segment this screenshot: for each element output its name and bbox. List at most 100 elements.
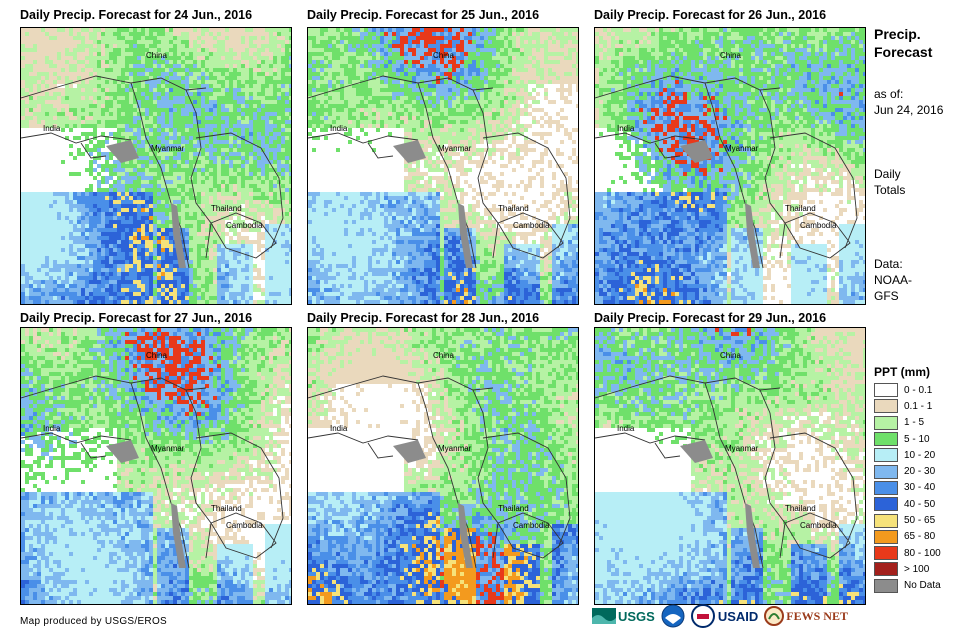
country-label-myanmar: Myanmar <box>725 444 759 453</box>
precip-grid: China India Myanmar Thailand Cambodia <box>308 28 578 304</box>
legend-item: No Data <box>874 578 941 594</box>
forecast-map-1: China India Myanmar Thailand Cambodia <box>20 27 292 305</box>
precip-grid: China India Myanmar Thailand Cambodia <box>595 328 865 604</box>
forecast-map-4: China India Myanmar Thailand Cambodia <box>20 327 292 605</box>
usaid-logo-text: USAID <box>718 609 758 624</box>
forecast-map-3: China India Myanmar Thailand Cambodia <box>594 27 866 305</box>
legend-item: > 100 <box>874 561 941 577</box>
legend-swatch <box>874 497 898 512</box>
legend-label: 0.1 - 1 <box>904 401 932 412</box>
forecast-map-5: China India Myanmar Thailand Cambodia <box>307 327 579 605</box>
side-title-line1: Precip. <box>874 25 932 43</box>
data-source-line3: GFS <box>874 288 912 304</box>
country-label-cambodia: Cambodia <box>800 521 837 530</box>
map-credit: Map produced by USGS/EROS <box>20 616 167 627</box>
forecast-map-2: China India Myanmar Thailand Cambodia <box>307 27 579 305</box>
country-label-india: India <box>43 124 61 133</box>
legend: 0 - 0.1 0.1 - 1 1 - 5 5 - 10 10 - 20 20 - 30 3… <box>874 382 941 594</box>
legend-swatch <box>874 578 898 593</box>
country-label-cambodia: Cambodia <box>800 221 837 230</box>
legend-swatch <box>874 464 898 479</box>
country-label-china: China <box>720 51 741 60</box>
legend-item: 0 - 0.1 <box>874 382 941 398</box>
usgs-wave-icon <box>592 608 616 624</box>
precip-grid: China India Myanmar Thailand Cambodia <box>21 28 291 304</box>
legend-title: PPT (mm) <box>874 365 930 379</box>
legend-item: 20 - 30 <box>874 463 941 479</box>
totals-block: Daily Totals <box>874 166 905 198</box>
usgs-logo: USGS <box>592 608 655 624</box>
data-source-block: Data: NOAA- GFS <box>874 256 912 304</box>
legend-label: 30 - 40 <box>904 482 935 493</box>
fewsnet-logo: FEWS NET <box>764 606 848 626</box>
panel-title-2: Daily Precip. Forecast for 25 Jun., 2016 <box>307 8 539 22</box>
panel-title-1: Daily Precip. Forecast for 24 Jun., 2016 <box>20 8 252 22</box>
country-label-myanmar: Myanmar <box>438 444 472 453</box>
legend-swatch <box>874 546 898 561</box>
legend-label: 5 - 10 <box>904 434 930 445</box>
precip-grid: China India Myanmar Thailand Cambodia <box>308 328 578 604</box>
as-of-block: as of: Jun 24, 2016 <box>874 86 943 118</box>
legend-item: 30 - 40 <box>874 480 941 496</box>
country-label-cambodia: Cambodia <box>226 521 263 530</box>
legend-swatch <box>874 399 898 414</box>
data-source-line2: NOAA- <box>874 272 912 288</box>
country-label-thailand: Thailand <box>211 204 242 213</box>
country-label-cambodia: Cambodia <box>513 521 550 530</box>
country-label-thailand: Thailand <box>498 204 529 213</box>
legend-swatch <box>874 448 898 463</box>
panel-title-5: Daily Precip. Forecast for 28 Jun., 2016 <box>307 311 539 325</box>
side-title: Precip. Forecast <box>874 25 932 61</box>
legend-item: 50 - 65 <box>874 512 941 528</box>
legend-swatch <box>874 562 898 577</box>
country-label-thailand: Thailand <box>785 504 816 513</box>
legend-item: 0.1 - 1 <box>874 398 941 414</box>
panel-title-6: Daily Precip. Forecast for 29 Jun., 2016 <box>594 311 826 325</box>
legend-label: 50 - 65 <box>904 515 935 526</box>
legend-swatch <box>874 432 898 447</box>
legend-label: 20 - 30 <box>904 466 935 477</box>
legend-label: 80 - 100 <box>904 548 941 559</box>
noaa-seal-icon <box>661 604 685 628</box>
fewsnet-logo-text: FEWS NET <box>786 609 848 624</box>
country-label-india: India <box>617 124 635 133</box>
country-label-india: India <box>330 124 348 133</box>
legend-swatch <box>874 383 898 398</box>
country-label-thailand: Thailand <box>211 504 242 513</box>
country-label-myanmar: Myanmar <box>438 144 472 153</box>
legend-swatch <box>874 513 898 528</box>
legend-item: 10 - 20 <box>874 447 941 463</box>
country-label-thailand: Thailand <box>785 204 816 213</box>
legend-item: 65 - 80 <box>874 529 941 545</box>
as-of-label: as of: <box>874 86 943 102</box>
country-label-cambodia: Cambodia <box>226 221 263 230</box>
totals-line2: Totals <box>874 182 905 198</box>
forecast-map-6: China India Myanmar Thailand Cambodia <box>594 327 866 605</box>
country-label-myanmar: Myanmar <box>151 144 185 153</box>
legend-item: 5 - 10 <box>874 431 941 447</box>
legend-label: 1 - 5 <box>904 417 924 428</box>
usaid-seal-icon <box>690 604 715 628</box>
precip-grid: China India Myanmar Thailand Cambodia <box>595 28 865 304</box>
country-label-thailand: Thailand <box>498 504 529 513</box>
usgs-logo-text: USGS <box>618 609 655 624</box>
country-label-china: China <box>720 351 741 360</box>
legend-label: 0 - 0.1 <box>904 385 932 396</box>
as-of-date: Jun 24, 2016 <box>874 102 943 118</box>
legend-item: 40 - 50 <box>874 496 941 512</box>
legend-item: 80 - 100 <box>874 545 941 561</box>
fewsnet-emblem-icon <box>764 606 785 626</box>
legend-label: > 100 <box>904 564 929 575</box>
legend-label: 10 - 20 <box>904 450 935 461</box>
country-label-china: China <box>146 351 167 360</box>
legend-label: 65 - 80 <box>904 531 935 542</box>
legend-swatch <box>874 480 898 495</box>
data-source-line1: Data: <box>874 256 912 272</box>
country-label-india: India <box>330 424 348 433</box>
totals-line1: Daily <box>874 166 905 182</box>
legend-label: No Data <box>904 580 941 591</box>
legend-swatch <box>874 529 898 544</box>
panel-title-4: Daily Precip. Forecast for 27 Jun., 2016 <box>20 311 252 325</box>
country-label-china: China <box>433 351 454 360</box>
country-label-myanmar: Myanmar <box>725 144 759 153</box>
